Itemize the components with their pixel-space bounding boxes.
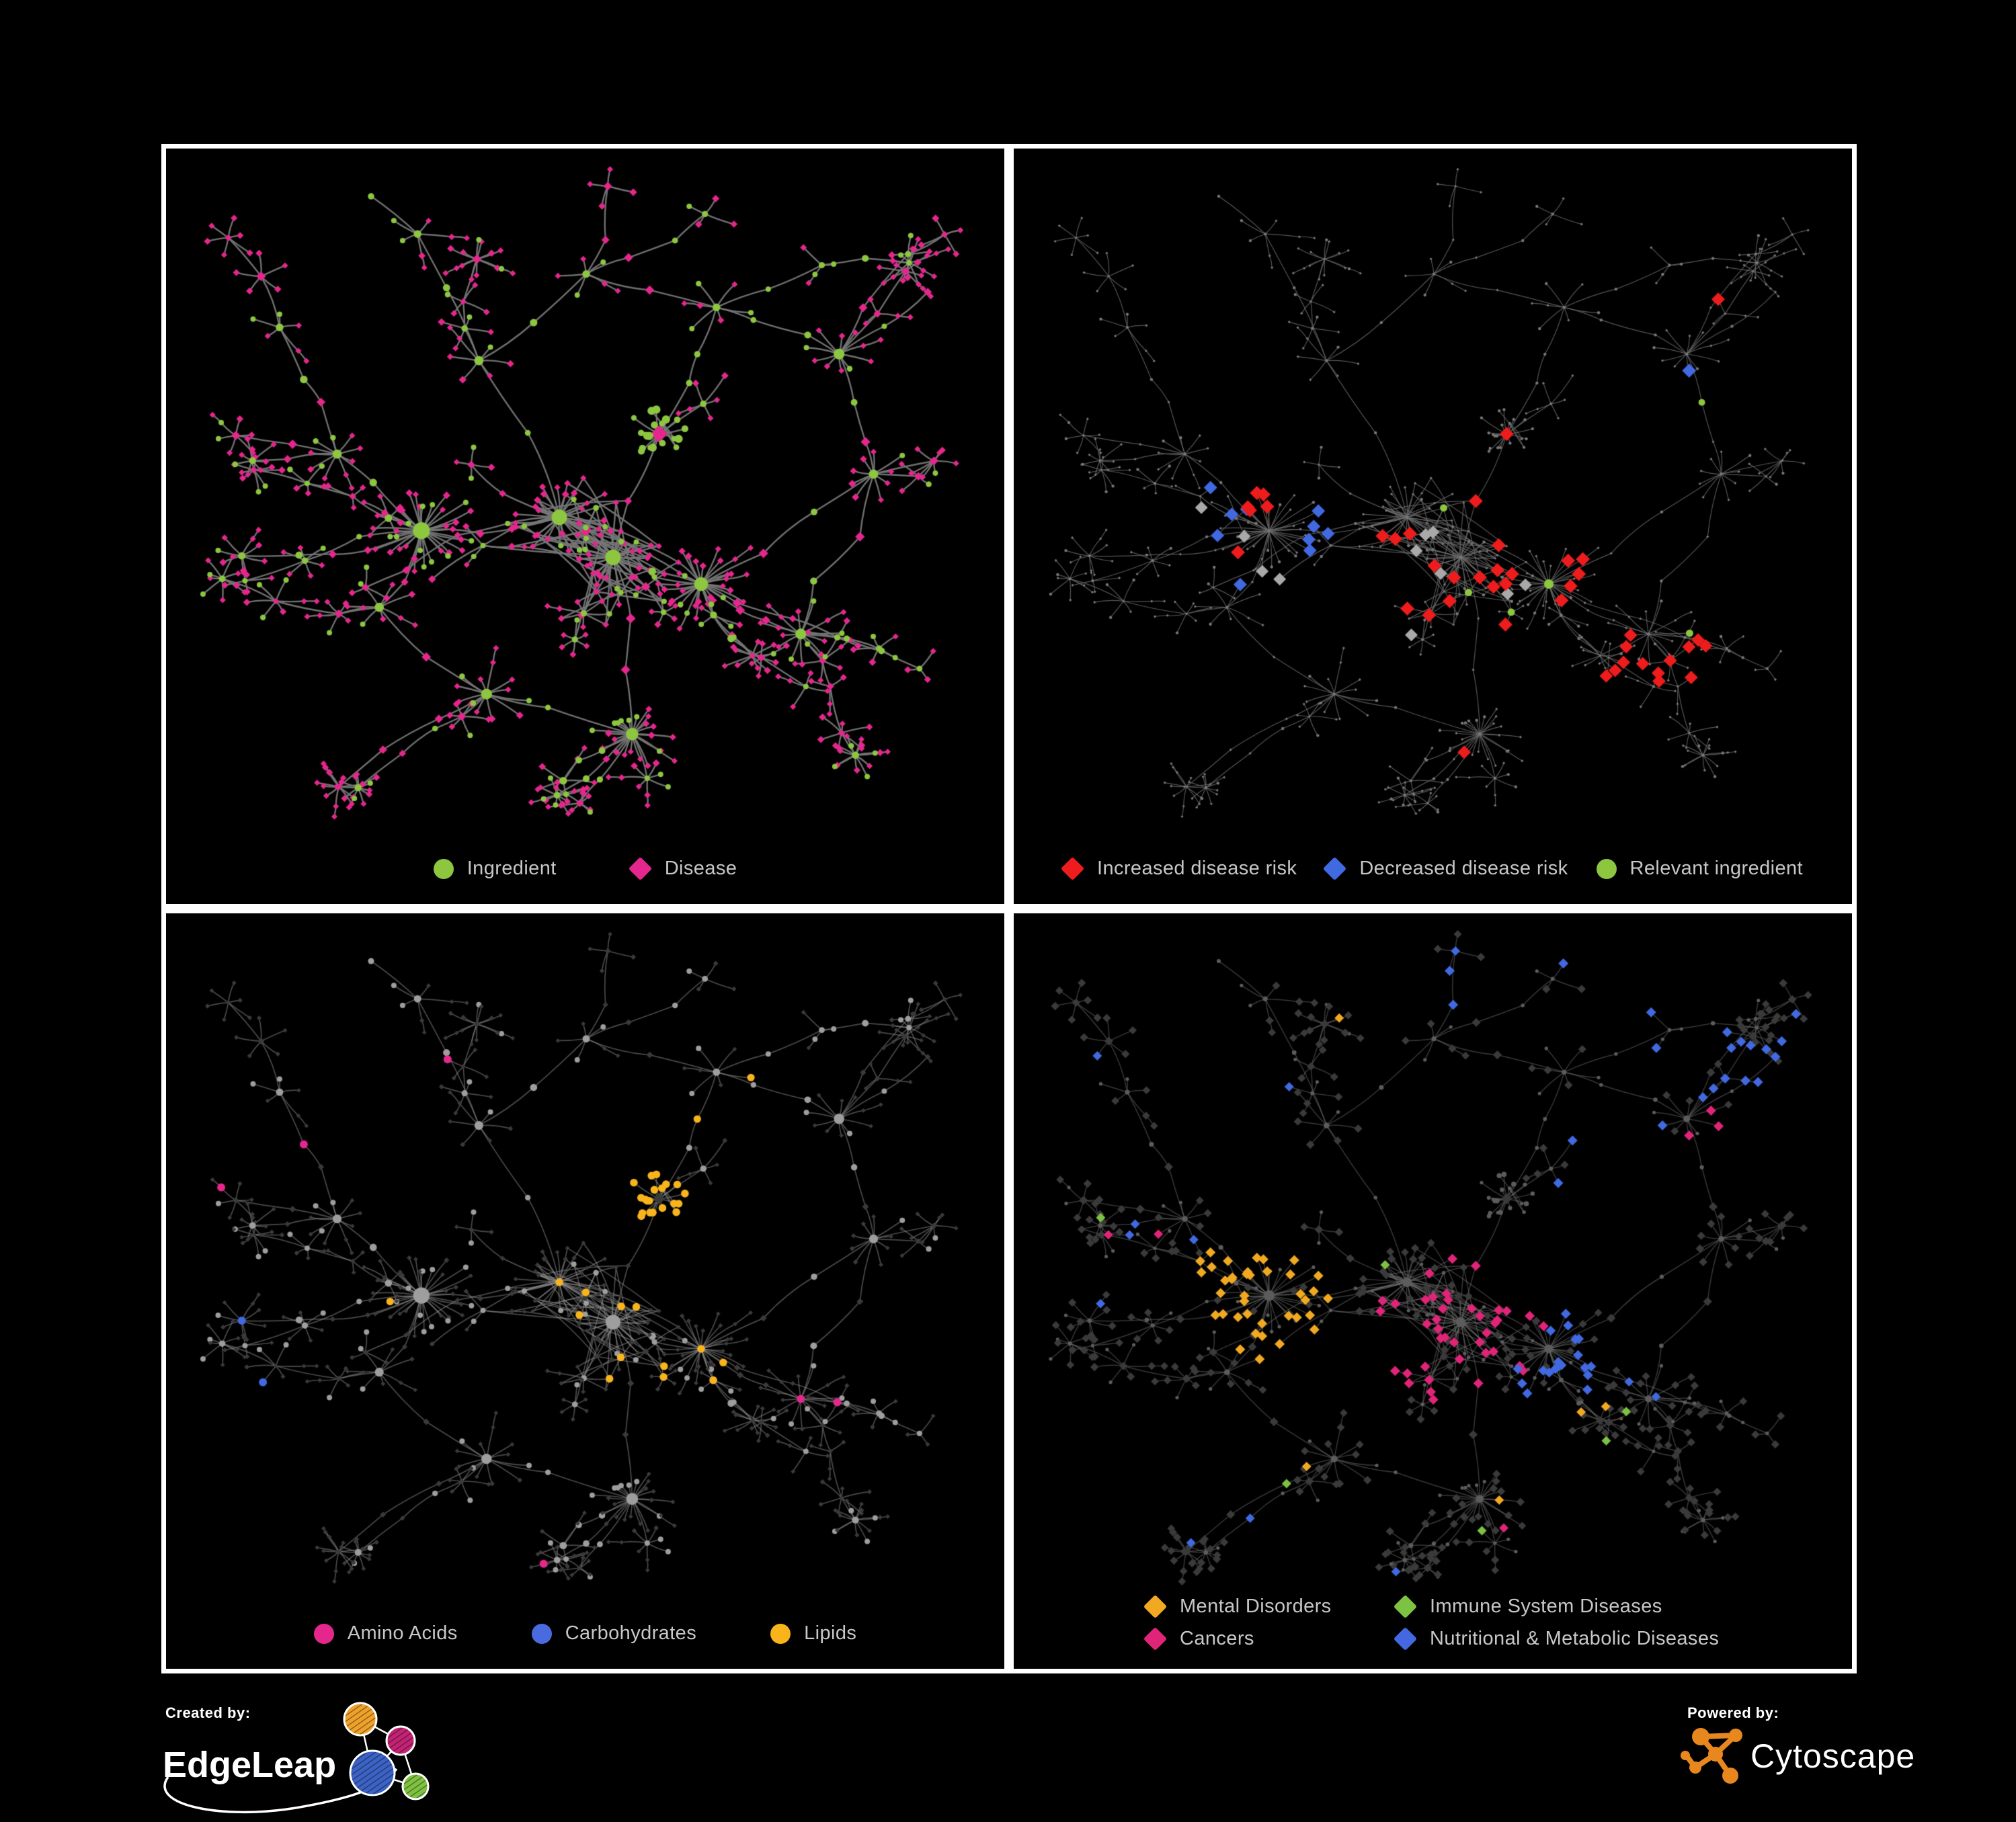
amino-acids-swatch: [313, 1623, 334, 1644]
network-canvas-ingredient-disease: [166, 149, 1004, 904]
legend-label-mental-disorders: Mental Disorders: [1180, 1596, 1332, 1617]
legend-nutrient-classes: Amino Acids Carbohydrates Lipids: [166, 1622, 1004, 1645]
legend-item-nutritional-metabolic: Nutritional & Metabolic Diseases: [1393, 1626, 1720, 1651]
relevant-ingredient-swatch: [1596, 858, 1617, 879]
legend-item-disease: Disease: [628, 856, 737, 881]
legend-label-lipids: Lipids: [804, 1622, 857, 1644]
panel-disease-risk: Increased disease risk Decreased disease…: [1009, 144, 1857, 909]
decreased-risk-swatch: [1323, 856, 1347, 881]
legend-item-cancers: Cancers: [1143, 1626, 1396, 1651]
legend-label-increased-risk: Increased disease risk: [1096, 858, 1297, 879]
cancers-swatch: [1143, 1626, 1168, 1651]
legend-label-relevant-ingredient: Relevant ingredient: [1629, 858, 1804, 879]
legend-item-decreased-risk: Decreased disease risk: [1323, 856, 1568, 881]
legend-label-decreased-risk: Decreased disease risk: [1359, 858, 1568, 879]
legend-item-immune-diseases: Immune System Diseases: [1393, 1594, 1719, 1619]
powered-by-label: Powered by:: [1687, 1704, 1779, 1721]
edgeleap-network-nodes: [343, 1702, 430, 1800]
legend-item-mental-disorders: Mental Disorders: [1143, 1594, 1396, 1619]
lipids-swatch: [770, 1623, 791, 1644]
created-by-label: Created by:: [165, 1704, 251, 1721]
legend-ingredient-disease: Ingredient Disease: [166, 856, 1004, 881]
legend-item-increased-risk: Increased disease risk: [1060, 856, 1297, 881]
legend-label-amino-acids: Amino Acids: [347, 1622, 458, 1644]
legend-disease-risk: Increased disease risk Decreased disease…: [1014, 856, 1852, 881]
legend-label-immune-diseases: Immune System Diseases: [1430, 1596, 1662, 1617]
cytoscape-icon-nodes: [1681, 1728, 1742, 1784]
panel-ingredient-disease: Ingredient Disease: [161, 144, 1009, 909]
legend-item-carbohydrates: Carbohydrates: [531, 1622, 697, 1645]
legend-disease-categories: Mental Disorders Immune System Diseases …: [1143, 1594, 1720, 1651]
network-canvas-disease-categories: [1014, 913, 1852, 1669]
cytoscape-wordmark: Cytoscape: [1750, 1737, 1915, 1775]
network-canvas-nutrient-classes: [166, 913, 1004, 1669]
network-canvas-disease-risk: [1014, 149, 1852, 904]
legend-item-ingredient: Ingredient: [433, 858, 557, 880]
ingredient-swatch: [433, 858, 454, 879]
carbohydrates-swatch: [531, 1623, 552, 1644]
increased-risk-swatch: [1060, 856, 1085, 881]
immune-diseases-swatch: [1393, 1594, 1418, 1619]
legend-label-cancers: Cancers: [1180, 1628, 1254, 1649]
legend-item-amino-acids: Amino Acids: [313, 1622, 458, 1645]
edgeleap-logo: Created by: EdgeLeap: [163, 1702, 430, 1814]
legend-label-nutritional-metabolic: Nutritional & Metabolic Diseases: [1430, 1628, 1720, 1649]
legend-label-carbohydrates: Carbohydrates: [565, 1622, 697, 1644]
nutritional-metabolic-swatch: [1393, 1626, 1418, 1651]
panel-nutrient-classes: Amino Acids Carbohydrates Lipids: [161, 909, 1009, 1673]
legend-label-disease: Disease: [664, 858, 737, 879]
mental-disorders-swatch: [1143, 1594, 1168, 1619]
edgeleap-branding: Created by: EdgeLeap: [157, 1698, 467, 1822]
legend-item-relevant-ingredient: Relevant ingredient: [1596, 858, 1804, 880]
cytoscape-branding: Powered by: Cytoscape: [1648, 1698, 1931, 1795]
legend-item-lipids: Lipids: [770, 1622, 856, 1645]
disease-swatch: [628, 856, 652, 881]
legend-label-ingredient: Ingredient: [467, 858, 557, 879]
panel-disease-categories: Mental Disorders Immune System Diseases …: [1009, 909, 1857, 1673]
panel-grid: Ingredient Disease Increased disease ris…: [161, 144, 1857, 1673]
edgeleap-wordmark: EdgeLeap: [163, 1745, 336, 1785]
cytoscape-logo: Powered by: Cytoscape: [1681, 1704, 1915, 1784]
